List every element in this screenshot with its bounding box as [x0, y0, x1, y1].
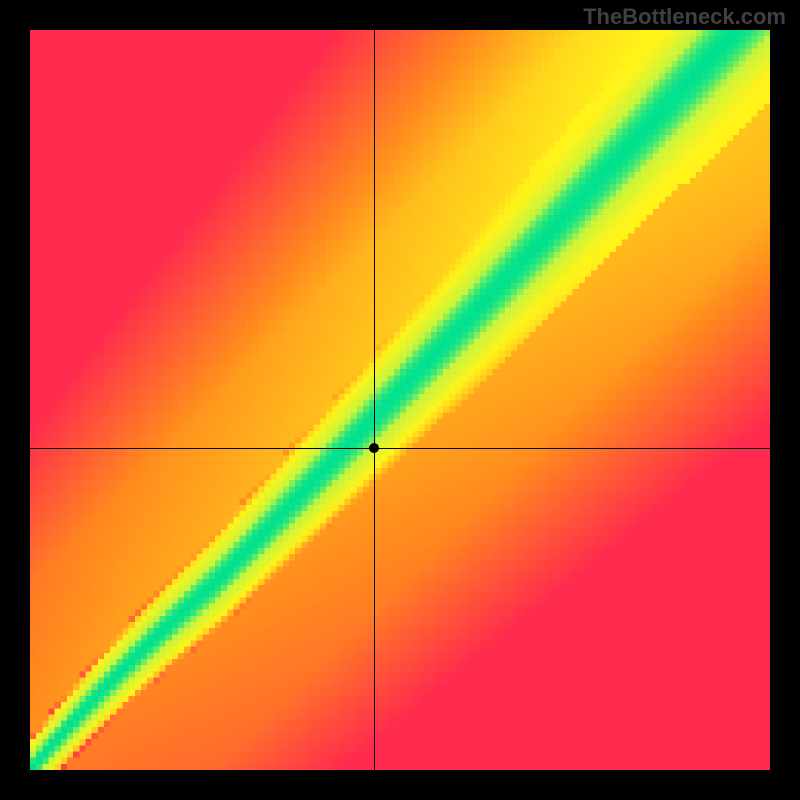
crosshair-horizontal	[30, 448, 770, 449]
watermark-text: TheBottleneck.com	[583, 4, 786, 30]
chart-container: TheBottleneck.com	[0, 0, 800, 800]
plot-area	[30, 30, 770, 770]
crosshair-vertical	[374, 30, 375, 770]
crosshair-marker	[369, 443, 379, 453]
heatmap-canvas	[30, 30, 770, 770]
